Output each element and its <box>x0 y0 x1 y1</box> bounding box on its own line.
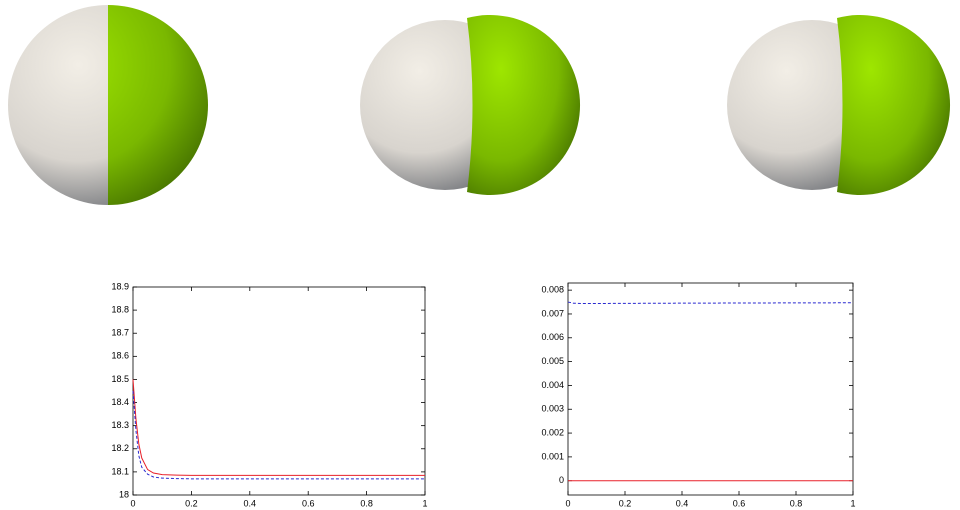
x-tick-label: 0.4 <box>244 498 257 508</box>
x-tick-label: 1 <box>422 498 427 508</box>
y-tick-label: 0.006 <box>541 332 564 342</box>
y-tick-label: 18.2 <box>111 443 129 453</box>
data-line <box>132 379 425 476</box>
sphere-pair <box>727 15 951 195</box>
y-tick-label: 18.7 <box>111 328 129 338</box>
y-tick-label: 18.3 <box>111 420 129 430</box>
x-tick-label: 1 <box>850 498 855 508</box>
y-tick-label: 0.005 <box>541 356 564 366</box>
y-tick-label: 0.004 <box>541 380 564 390</box>
y-tick-label: 0.002 <box>541 427 564 437</box>
y-tick-label: 18.1 <box>111 466 129 476</box>
x-tick-label: 0.6 <box>733 498 746 508</box>
y-tick-label: 0.003 <box>541 404 564 414</box>
plot-frame <box>567 282 854 496</box>
y-tick-label: 0.007 <box>541 308 564 318</box>
sphere-split <box>8 5 208 205</box>
y-tick-label: 0.008 <box>541 285 564 295</box>
x-tick-label: 0.2 <box>619 498 632 508</box>
data-line <box>567 301 854 304</box>
x-tick-label: 0.4 <box>676 498 689 508</box>
plot-frame <box>132 286 426 496</box>
x-tick-label: 0.2 <box>185 498 198 508</box>
x-tick-label: 0 <box>565 498 570 508</box>
y-tick-label: 18.5 <box>111 374 129 384</box>
sphere-pair <box>360 15 581 196</box>
y-tick-label: 0 <box>559 475 564 485</box>
y-tick-label: 0.001 <box>541 451 564 461</box>
y-tick-label: 18.6 <box>111 351 129 361</box>
x-tick-label: 0.8 <box>360 498 373 508</box>
data-line <box>132 390 425 480</box>
x-tick-label: 0.8 <box>790 498 803 508</box>
y-tick-label: 18 <box>119 489 129 499</box>
y-tick-label: 18.9 <box>111 281 129 291</box>
y-tick-label: 18.4 <box>111 397 129 407</box>
x-tick-label: 0 <box>130 498 135 508</box>
x-tick-label: 0.6 <box>302 498 315 508</box>
y-tick-label: 18.8 <box>111 304 129 314</box>
